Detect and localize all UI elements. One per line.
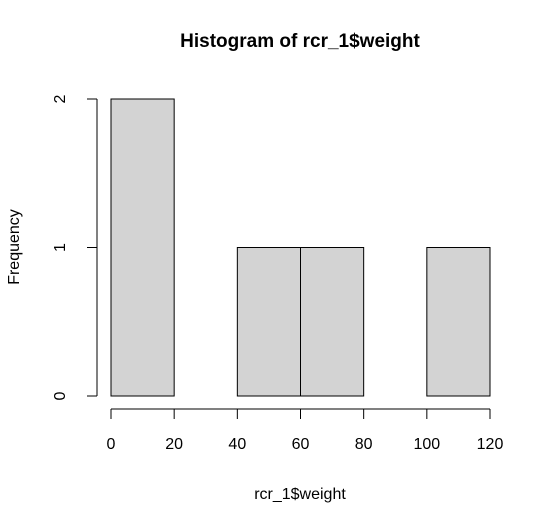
y-axis-label: Frequency bbox=[6, 209, 23, 285]
y-tick-label-1: 1 bbox=[52, 243, 69, 252]
y-tick-label-2: 2 bbox=[52, 94, 69, 103]
bars-group bbox=[110, 98, 491, 397]
x-tick-label-5: 100 bbox=[413, 436, 440, 453]
x-axis: 0 20 40 60 80 100 120 bbox=[107, 408, 504, 453]
y-tick-label-0: 0 bbox=[52, 391, 69, 400]
x-tick-label-2: 40 bbox=[228, 436, 246, 453]
bar-2 bbox=[236, 247, 301, 397]
bar-0 bbox=[110, 98, 175, 397]
bar-5 bbox=[426, 247, 491, 397]
x-tick-label-0: 0 bbox=[107, 436, 116, 453]
y-axis: 0 1 2 bbox=[52, 94, 98, 400]
x-tick-label-4: 80 bbox=[355, 436, 373, 453]
x-tick-label-6: 120 bbox=[477, 436, 504, 453]
x-tick-label-1: 20 bbox=[165, 436, 183, 453]
chart-title: Histogram of rcr_1$weight bbox=[180, 31, 420, 52]
x-axis-label: rcr_1$weight bbox=[254, 486, 346, 503]
x-tick-label-3: 60 bbox=[292, 436, 310, 453]
bar-3 bbox=[300, 247, 365, 397]
